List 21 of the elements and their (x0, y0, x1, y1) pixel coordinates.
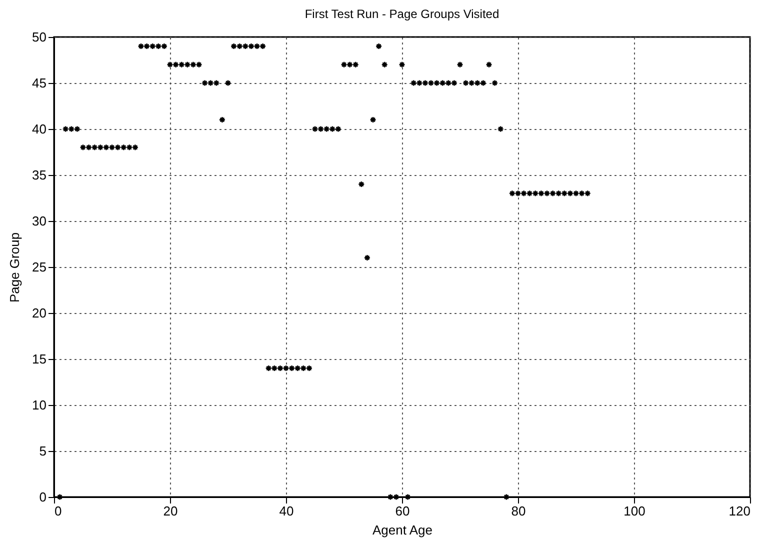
x-tick-label: 0 (54, 504, 62, 518)
x-tick-label: 60 (395, 504, 410, 518)
y-tick-label: 50 (32, 30, 46, 44)
y-tick-label: 15 (32, 352, 46, 366)
x-tick-label: 20 (163, 504, 178, 518)
y-tick-label: 20 (32, 306, 46, 320)
y-tick-label: 35 (32, 168, 46, 182)
y-tick-label: 45 (32, 76, 46, 90)
y-tick-label: 30 (32, 214, 46, 228)
y-axis-title: Page Group (7, 232, 22, 303)
x-tick-label: 40 (279, 504, 294, 518)
x-tick-label: 120 (728, 504, 750, 518)
x-axis-title: Agent Age (372, 522, 432, 538)
y-tick-label: 0 (39, 490, 46, 504)
y-tick-label: 40 (32, 122, 46, 136)
y-tick-label: 10 (32, 398, 46, 412)
chart-title: First Test Run - Page Groups Visited (304, 7, 500, 21)
y-tick-label: 5 (39, 444, 46, 458)
y-tick-label: 25 (32, 260, 46, 274)
x-tick-label: 100 (624, 504, 646, 518)
x-tick-label: 80 (511, 504, 526, 518)
